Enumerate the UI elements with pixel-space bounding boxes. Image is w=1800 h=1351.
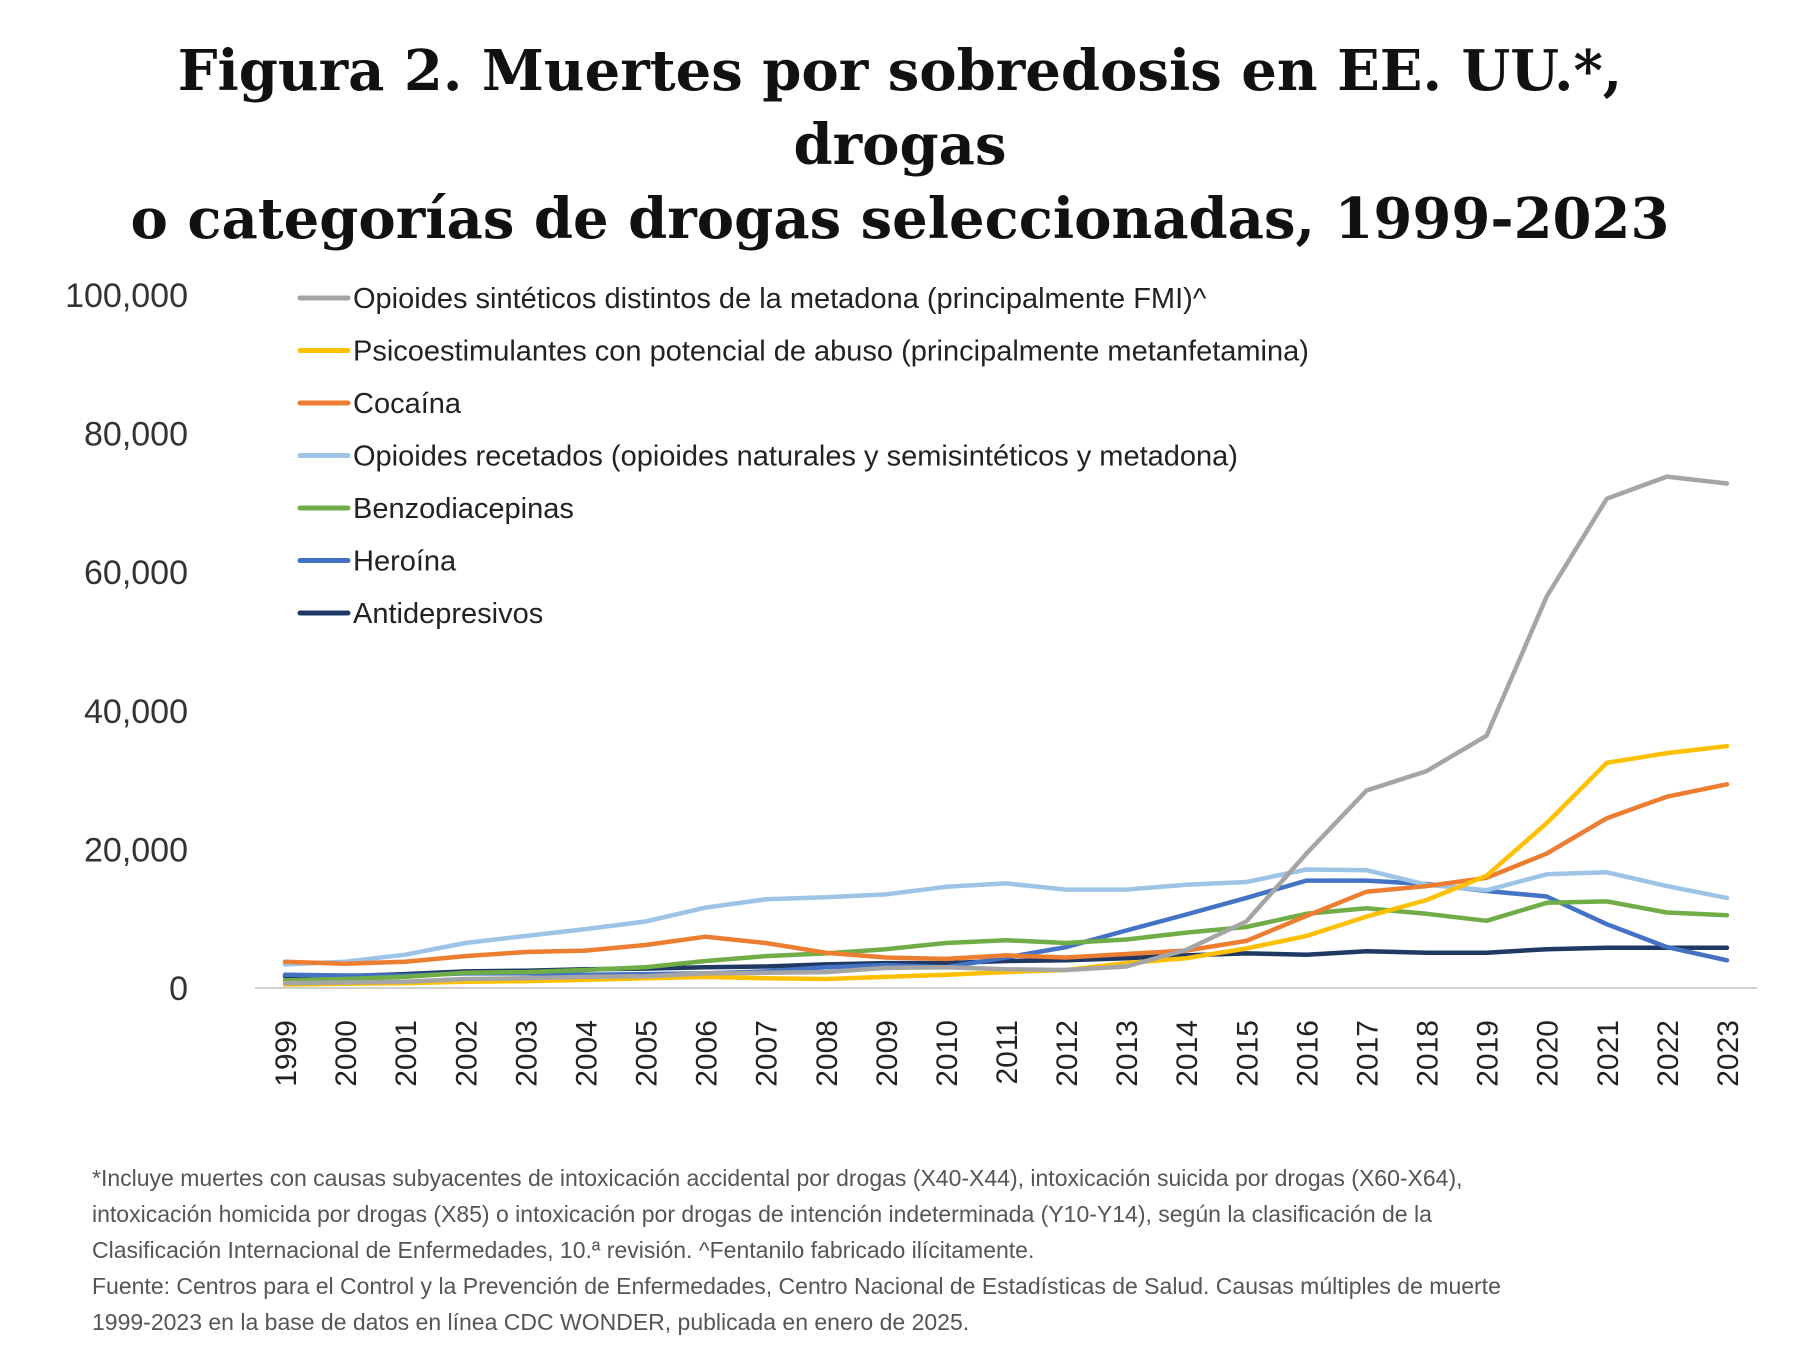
x-tick-label: 2016 <box>1291 1020 1324 1087</box>
x-tick-label: 2005 <box>631 1020 664 1087</box>
footnote-line-3: Clasificación Internacional de Enfermeda… <box>92 1237 1035 1263</box>
footnote-line-4: Fuente: Centros para el Control y la Pre… <box>92 1273 1501 1299</box>
footnote: *Incluye muertes con causas subyacentes … <box>92 1160 1772 1340</box>
line-chart: 0 20,000 40,000 60,000 80,000 100,000 1999 200… <box>65 277 1757 1087</box>
x-tick-label: 2004 <box>570 1020 603 1087</box>
x-tick-label: 2023 <box>1712 1020 1745 1087</box>
legend-label: Benzodiacepinas <box>353 493 574 525</box>
x-axis: 1999 2000 2001 2002 2003 2004 2005 2006 2007 2008… <box>255 987 1757 1087</box>
legend-label: Heroína <box>353 546 457 578</box>
y-tick-label: 40,000 <box>84 693 188 731</box>
y-tick-label: 100,000 <box>65 277 188 315</box>
chart-title-line-2: o categorías de drogas seleccionadas, 19… <box>130 186 1670 252</box>
x-tick-label: 2008 <box>811 1020 844 1087</box>
x-tick-label: 2000 <box>330 1020 363 1087</box>
series-line <box>282 474 1730 986</box>
legend-label: Opioides sintéticos distintos de la meta… <box>353 283 1207 315</box>
series-line <box>282 867 1730 967</box>
footnote-line-2: intoxicación homicida por drogas (X85) o… <box>92 1201 1432 1227</box>
x-tick-label: 2017 <box>1351 1020 1384 1087</box>
x-tick-label: 2018 <box>1412 1020 1445 1087</box>
series-line <box>282 743 1730 987</box>
y-tick-label: 20,000 <box>84 831 188 869</box>
x-tick-label: 2003 <box>510 1020 543 1087</box>
x-tick-label: 2002 <box>450 1020 483 1087</box>
x-tick-label: 2013 <box>1111 1020 1144 1087</box>
x-tick-label: 2010 <box>931 1020 964 1087</box>
x-tick-label: 2019 <box>1472 1020 1505 1087</box>
x-tick-label: 2012 <box>1051 1020 1084 1087</box>
x-tick-label: 2006 <box>691 1020 724 1087</box>
legend-label: Antidepresivos <box>353 598 543 630</box>
x-tick-label: 1999 <box>270 1020 303 1087</box>
x-tick-label: 2022 <box>1652 1020 1685 1087</box>
legend-label: Opioides recetados (opioides naturales y… <box>353 441 1238 473</box>
x-tick-label: 2007 <box>751 1020 784 1087</box>
y-tick-label: 0 <box>169 970 188 1008</box>
x-tick-label: 2009 <box>871 1020 904 1087</box>
chart-title: Figura 2. Muertes por sobredosis en EE. … <box>100 34 1700 256</box>
footnote-line-5: 1999-2023 en la base de datos en línea C… <box>92 1309 970 1335</box>
x-tick-label: 2015 <box>1231 1020 1264 1087</box>
y-tick-label: 60,000 <box>84 554 188 592</box>
series-lines <box>282 474 1730 987</box>
legend-label: Psicoestimulantes con potencial de abuso… <box>353 336 1309 368</box>
footnote-line-1: *Incluye muertes con causas subyacentes … <box>92 1165 1463 1191</box>
series-line <box>282 899 1730 983</box>
x-tick-label: 2020 <box>1532 1020 1565 1087</box>
x-tick-label: 2001 <box>390 1020 423 1087</box>
x-tick-label: 2011 <box>991 1020 1024 1085</box>
legend-label: Cocaína <box>353 388 462 420</box>
y-tick-label: 80,000 <box>84 416 188 454</box>
y-axis: 0 20,000 40,000 60,000 80,000 100,000 <box>65 277 188 1008</box>
chart-title-line-1: Figura 2. Muertes por sobredosis en EE. … <box>177 38 1623 178</box>
x-tick-label: 2021 <box>1592 1020 1625 1087</box>
x-tick-label: 2014 <box>1171 1020 1204 1087</box>
legend: Opioides sintéticos distintos de la meta… <box>297 283 1309 630</box>
